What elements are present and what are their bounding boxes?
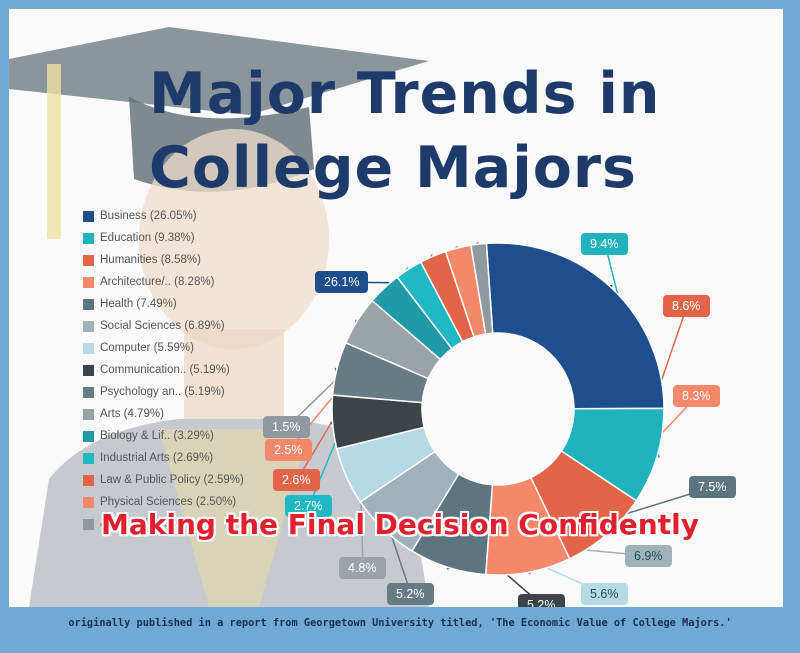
data-label: 6.9% xyxy=(625,545,672,567)
legend-item: Health (7.49%) xyxy=(83,293,244,315)
donut-slice xyxy=(470,242,494,335)
legend-item: Business (26.05%) xyxy=(83,205,244,227)
graduate-face xyxy=(139,129,329,349)
legend-item: Physical Sciences (2.50%) xyxy=(83,491,244,513)
legend-label: Social Sciences (6.89%) xyxy=(100,320,225,332)
legend-label: Arts (4.79%) xyxy=(100,408,164,420)
legend-item: Psychology an.. (5.19%) xyxy=(83,381,244,403)
legend-swatch xyxy=(83,386,94,398)
graduate-neck xyxy=(184,329,284,419)
legend-label: Business (26.05%) xyxy=(100,210,197,222)
legend-swatch xyxy=(83,452,94,464)
donut-slice xyxy=(485,242,665,410)
legend-item: Humanities (8.58%) xyxy=(83,249,244,271)
legend-swatch xyxy=(83,342,94,354)
legend-swatch xyxy=(83,298,94,310)
legend-label: Law & Public Policy (2.59%) xyxy=(100,474,244,486)
gown-stole xyxy=(159,429,309,607)
donut-chart xyxy=(286,241,714,606)
legend-label: & Natural (1.50%) xyxy=(100,518,192,530)
page-title: Major Trends in College Majors xyxy=(149,61,661,201)
data-label: 2.7% xyxy=(285,495,332,517)
legend-swatch xyxy=(83,430,94,442)
legend-label: Education (9.38%) xyxy=(100,232,195,244)
legend-swatch xyxy=(83,254,94,266)
legend-swatch xyxy=(83,496,94,508)
legend-item: Education (9.38%) xyxy=(83,227,244,249)
legend-item: & Natural (1.50%) xyxy=(83,513,244,535)
legend-label: Psychology an.. (5.19%) xyxy=(100,386,225,398)
legend-label: Humanities (8.58%) xyxy=(100,254,201,266)
legend-label: Communication.. (5.19%) xyxy=(100,364,230,376)
legend-swatch xyxy=(83,232,94,244)
data-label: 26.1% xyxy=(315,271,369,293)
legend-item: Computer (5.59%) xyxy=(83,337,244,359)
legend-label: Physical Sciences (2.50%) xyxy=(100,496,237,508)
legend-label: Computer (5.59%) xyxy=(100,342,194,354)
legend-item: Architecture/.. (8.28%) xyxy=(83,271,244,293)
data-label: 2.6% xyxy=(273,469,320,491)
data-label: 7.5% xyxy=(689,476,736,498)
infographic-panel: Major Trends in College Majors Business … xyxy=(9,9,783,607)
legend-swatch xyxy=(83,474,94,486)
legend-item: Law & Public Policy (2.59%) xyxy=(83,469,244,491)
data-label: 8.3% xyxy=(673,385,720,407)
legend-swatch xyxy=(83,210,94,222)
data-label: 1.5% xyxy=(263,416,310,438)
data-label: 5.2% xyxy=(387,583,434,605)
legend-swatch xyxy=(83,518,94,530)
legend-item: Biology & Lif.. (3.29%) xyxy=(83,425,244,447)
data-label: 9.4% xyxy=(581,233,628,255)
legend-label: Health (7.49%) xyxy=(100,298,177,310)
legend-swatch xyxy=(83,364,94,376)
mortarboard-cap xyxy=(9,27,429,115)
legend-swatch xyxy=(83,276,94,288)
source-footnote: originally published in a report from Ge… xyxy=(68,617,732,629)
data-label: 5.6% xyxy=(581,583,628,605)
legend-item: Industrial Arts (2.69%) xyxy=(83,447,244,469)
legend-item: Communication.. (5.19%) xyxy=(83,359,244,381)
overlay-headline: Making the Final Decision Confidently xyxy=(101,508,699,541)
legend-label: Industrial Arts (2.69%) xyxy=(100,452,214,464)
chart-legend: Business (26.05%) Education (9.38%) Humani… xyxy=(83,205,244,535)
legend-item: Arts (4.79%) xyxy=(83,403,244,425)
legend-swatch xyxy=(83,320,94,332)
tassel xyxy=(47,64,61,239)
legend-item: Social Sciences (6.89%) xyxy=(83,315,244,337)
data-label: 5.2% xyxy=(518,594,565,607)
legend-swatch xyxy=(83,408,94,420)
data-label: 2.5% xyxy=(265,439,312,461)
data-label: 8.6% xyxy=(663,295,710,317)
data-label: 4.8% xyxy=(339,557,386,579)
legend-label: Architecture/.. (8.28%) xyxy=(100,276,215,288)
legend-label: Biology & Lif.. (3.29%) xyxy=(100,430,214,442)
graduate-background-illustration xyxy=(9,27,429,607)
